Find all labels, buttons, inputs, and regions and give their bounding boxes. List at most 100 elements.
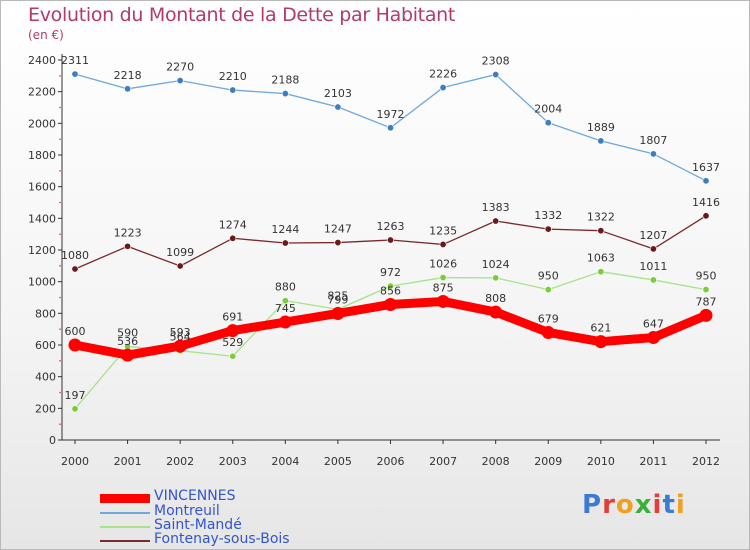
data-label: 1332 [534,209,562,222]
data-point [281,90,289,98]
x-tick-label: 2006 [377,455,405,468]
data-label: 2270 [166,61,194,74]
y-minor-tick [59,233,61,235]
data-label: 2311 [61,54,89,67]
data-label: 536 [117,335,138,348]
data-point [121,348,135,362]
data-label: 787 [696,295,717,308]
x-tick-label: 2004 [271,455,299,468]
data-point [176,262,184,270]
data-label: 600 [65,325,86,338]
y-minor-tick [59,360,61,362]
data-point [334,103,342,111]
data-point [436,294,450,308]
data-point [71,405,79,413]
data-point [439,274,447,282]
data-label: 950 [696,270,717,283]
data-point [173,339,187,353]
data-label: 1263 [377,220,405,233]
proxiti-logo: Proxiti [582,490,686,520]
data-label: 1889 [587,121,615,134]
y-minor-tick [59,391,61,394]
y-tick-label: 1200 [28,244,56,257]
data-point [71,70,79,78]
data-label: 1063 [587,252,615,265]
data-point [71,265,79,273]
y-tick-label: 1400 [28,212,56,225]
data-label: 2210 [219,70,247,83]
data-label: 1416 [692,196,720,209]
y-tick-label: 1600 [28,181,56,194]
data-label: 1026 [429,258,457,271]
data-label: 1024 [482,258,510,271]
y-tick-label: 2200 [28,86,56,99]
chart-subtitle: (en €) [28,28,64,42]
data-label: 1099 [166,246,194,259]
data-point [544,119,552,127]
data-point [176,77,184,85]
legend-label: Fontenay-sous-Bois [154,531,290,547]
data-label: 799 [327,293,348,306]
x-tick-label: 2003 [219,455,247,468]
data-point [597,137,605,145]
data-point [594,335,608,349]
data-label: 1223 [114,226,142,239]
data-point [544,286,552,294]
data-point [544,225,552,233]
y-minor-tick [59,75,61,77]
x-tick-label: 2002 [166,455,194,468]
data-label: 950 [538,270,559,283]
x-tick-label: 2008 [482,455,510,468]
y-minor-tick [59,201,61,204]
x-tick-label: 2012 [692,455,720,468]
data-point [386,236,394,244]
x-tick-label: 2000 [61,455,89,468]
data-label: 2308 [482,55,510,68]
x-tick-label: 2010 [587,455,615,468]
data-point [229,86,237,94]
data-point [229,234,237,242]
data-point [281,297,289,305]
data-label: 2188 [271,74,299,87]
y-tick-label: 600 [35,339,56,352]
data-point [649,276,657,284]
y-minor-tick [59,423,61,425]
data-label: 2103 [324,87,352,100]
data-point [278,315,292,329]
x-tick-label: 2001 [114,455,142,468]
logo-letter: o [615,490,635,520]
legend-label: Montreuil [154,503,220,519]
legend-swatch [100,540,150,542]
data-label: 1207 [639,229,667,242]
legend-label: Saint-Mandé [154,517,242,533]
y-minor-tick [59,328,61,330]
data-point [384,297,397,311]
data-label: 808 [485,292,506,305]
logo-letter: r [602,490,616,520]
data-point [439,240,447,248]
data-point [386,124,394,132]
x-tick-label: 2011 [639,455,667,468]
data-point [649,150,657,158]
data-label: 1080 [61,249,89,262]
y-tick-label: 1000 [28,276,56,289]
y-minor-tick [59,106,61,109]
data-point [702,212,710,220]
y-tick-label: 2000 [28,117,56,130]
data-point [541,325,555,339]
data-point [124,242,132,250]
legend-swatch [100,526,150,528]
data-label: 745 [275,302,296,315]
data-label: 880 [275,281,296,294]
data-label: 856 [380,284,401,297]
data-point [649,245,657,253]
y-tick-label: 800 [35,307,56,320]
data-label: 1011 [639,260,667,273]
data-label: 2226 [429,68,457,81]
y-tick-label: 0 [49,434,56,447]
data-label: 1383 [482,201,510,214]
data-label: 1274 [219,218,247,231]
data-point [489,305,503,319]
legend-swatch [100,493,150,503]
